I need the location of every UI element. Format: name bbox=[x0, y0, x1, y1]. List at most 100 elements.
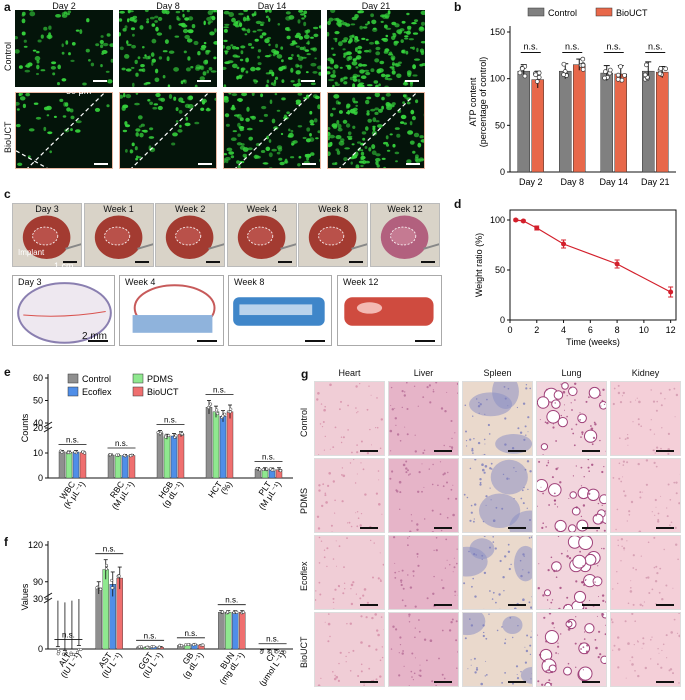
nucleus bbox=[555, 528, 558, 531]
data-point bbox=[520, 218, 526, 224]
cell bbox=[315, 137, 319, 140]
nucleus bbox=[482, 520, 485, 523]
data-point bbox=[220, 610, 224, 614]
cell bbox=[132, 18, 138, 23]
alveolus bbox=[544, 629, 559, 645]
nucleus bbox=[405, 460, 408, 463]
data-point bbox=[223, 412, 227, 416]
nucleus bbox=[580, 648, 582, 650]
nucleus bbox=[320, 403, 323, 405]
cell bbox=[265, 84, 269, 87]
cell bbox=[290, 156, 295, 159]
nucleus bbox=[472, 577, 474, 580]
cell bbox=[346, 56, 350, 62]
cell bbox=[419, 135, 424, 139]
bar bbox=[79, 452, 87, 479]
nucleus bbox=[601, 547, 603, 550]
nucleus bbox=[524, 468, 527, 471]
cell bbox=[337, 127, 343, 132]
nucleus bbox=[622, 460, 625, 463]
nucleus bbox=[318, 489, 321, 492]
scratch-edge-line bbox=[338, 93, 417, 168]
nucleus bbox=[423, 486, 425, 488]
cell bbox=[231, 93, 238, 97]
cell bbox=[106, 33, 111, 37]
nucleus bbox=[395, 489, 398, 492]
nucleus bbox=[532, 536, 533, 537]
white-pulp bbox=[469, 392, 513, 417]
nucleus bbox=[456, 548, 458, 550]
white-pulp bbox=[490, 459, 528, 495]
nucleus bbox=[483, 608, 485, 609]
nucleus bbox=[482, 468, 485, 472]
x-tick-label: Day 14 bbox=[599, 177, 628, 187]
nucleus bbox=[474, 503, 477, 506]
nucleus bbox=[424, 518, 426, 520]
cell bbox=[347, 137, 353, 140]
nucleus bbox=[471, 585, 473, 588]
nucleus bbox=[529, 644, 532, 647]
cell bbox=[273, 79, 277, 85]
significance-label: n.s. bbox=[144, 631, 157, 640]
nucleus bbox=[596, 529, 598, 532]
cell bbox=[359, 25, 363, 30]
cell bbox=[411, 22, 417, 25]
nucleus bbox=[419, 664, 421, 666]
nucleus bbox=[669, 668, 673, 671]
nucleus bbox=[334, 512, 336, 514]
nucleus bbox=[473, 520, 475, 523]
nucleus bbox=[494, 547, 497, 550]
cell bbox=[151, 23, 156, 27]
nucleus bbox=[662, 643, 665, 646]
cell bbox=[386, 149, 391, 152]
cell bbox=[328, 17, 334, 22]
cell bbox=[295, 45, 300, 48]
photo-label: Day 3 bbox=[35, 204, 59, 214]
nucleus bbox=[417, 556, 419, 558]
section-label: Week 8 bbox=[234, 277, 265, 287]
implant-outline bbox=[32, 226, 59, 246]
nucleus bbox=[356, 451, 359, 454]
nucleus bbox=[489, 467, 492, 470]
bar bbox=[614, 73, 627, 173]
nucleus bbox=[451, 448, 453, 450]
nucleus bbox=[555, 440, 557, 442]
data-point bbox=[221, 414, 225, 418]
data-point bbox=[275, 650, 279, 654]
nucleus bbox=[660, 495, 662, 497]
nucleus bbox=[355, 407, 357, 409]
cell bbox=[351, 143, 355, 146]
nucleus bbox=[635, 399, 636, 401]
nucleus bbox=[350, 525, 353, 528]
cell bbox=[394, 127, 400, 130]
cell bbox=[226, 147, 233, 152]
nucleus bbox=[456, 562, 458, 565]
alveolus bbox=[577, 413, 587, 424]
nucleus bbox=[522, 502, 525, 505]
cell bbox=[295, 63, 299, 68]
nucleus bbox=[401, 569, 404, 572]
nucleus bbox=[557, 536, 560, 538]
cell bbox=[199, 76, 205, 81]
nucleus bbox=[565, 604, 567, 606]
nucleus bbox=[613, 387, 616, 390]
cell bbox=[281, 65, 286, 70]
cell bbox=[70, 115, 75, 120]
nucleus bbox=[317, 392, 320, 395]
nucleus bbox=[575, 616, 577, 618]
cell bbox=[182, 28, 189, 34]
nucleus bbox=[621, 395, 624, 397]
nucleus bbox=[522, 402, 526, 405]
nucleus bbox=[555, 652, 557, 654]
cell bbox=[135, 132, 139, 137]
cell bbox=[144, 54, 147, 57]
nucleus bbox=[457, 594, 458, 596]
nucleus bbox=[482, 624, 485, 627]
nucleus bbox=[401, 390, 404, 393]
cell bbox=[171, 142, 176, 146]
cell bbox=[154, 68, 159, 74]
cell bbox=[244, 33, 248, 36]
nucleus bbox=[375, 648, 378, 651]
nucleus bbox=[432, 390, 435, 393]
axis-break-mark bbox=[43, 426, 53, 433]
